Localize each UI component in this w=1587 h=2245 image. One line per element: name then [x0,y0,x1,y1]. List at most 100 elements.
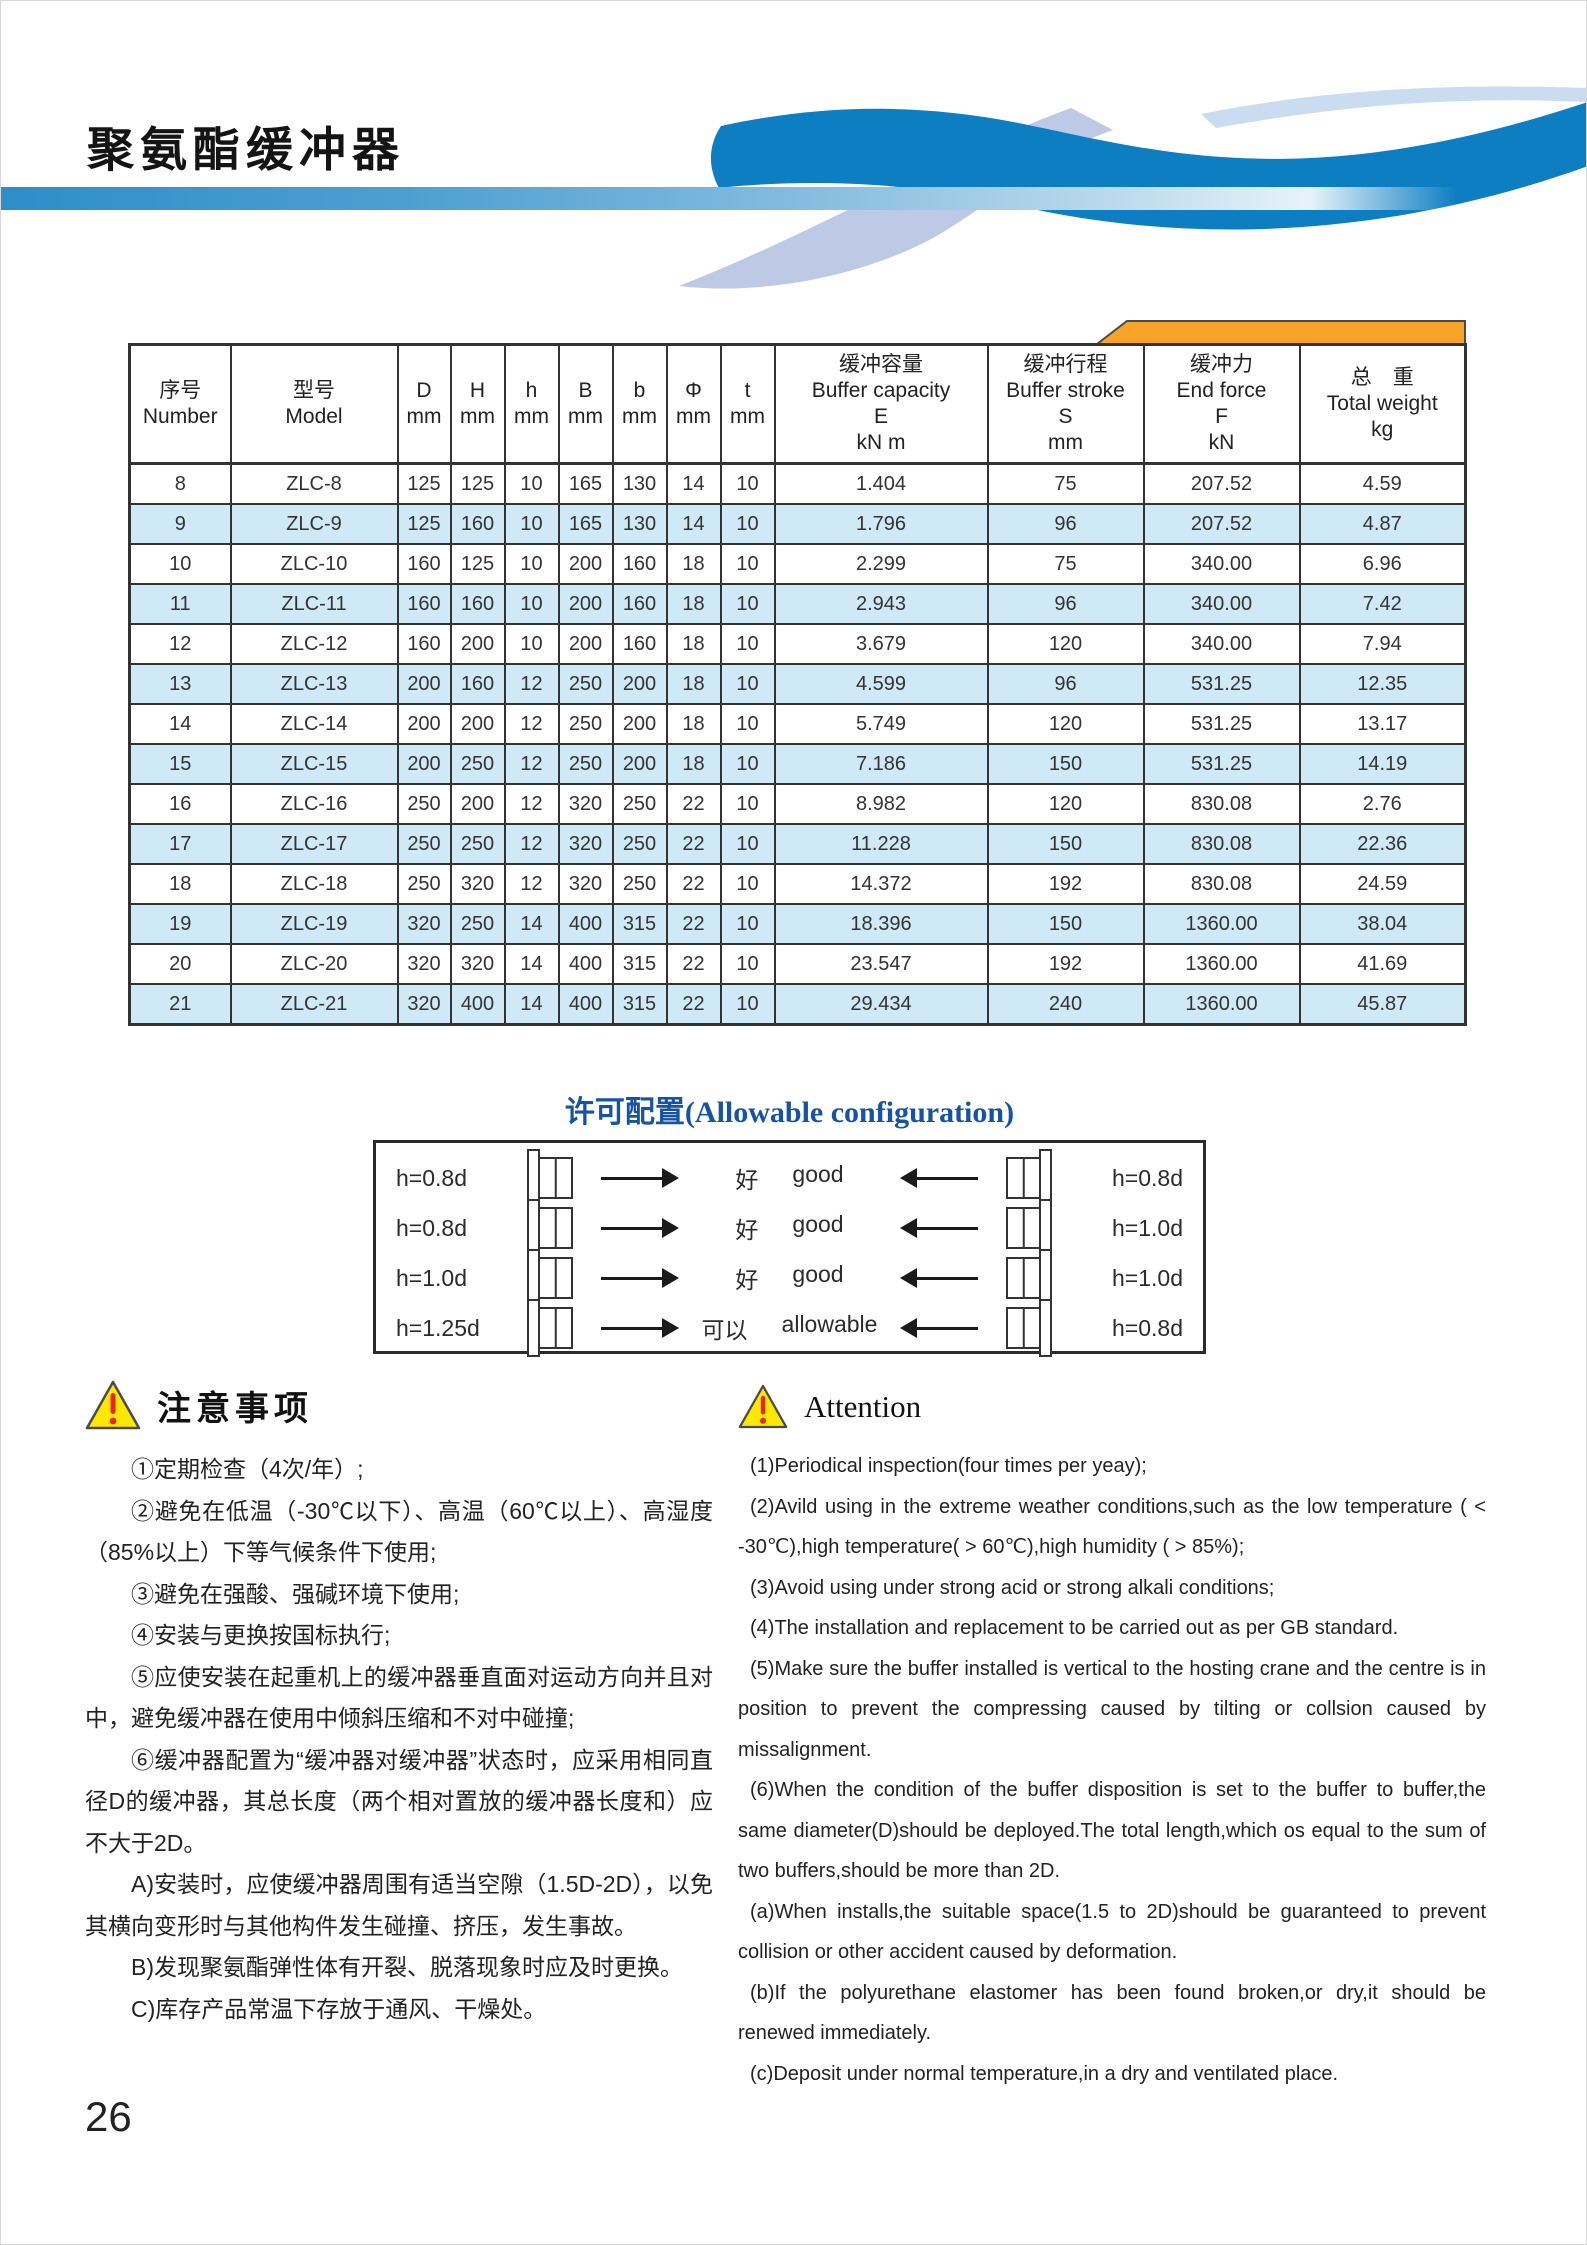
cell: 125 [396,462,452,505]
buffer-body [1006,1157,1039,1199]
spec-table-header-row: 序号 Number 型号 Model D mm H mm h mm B mm b mm Φ m… [128,343,1467,465]
cell: 13 [128,663,232,705]
column-header: H mm [449,343,506,465]
left-height-label: h=1.25d [396,1314,480,1341]
cell: 18 [665,703,722,745]
page-number: 26 [85,2093,132,2140]
cell: 29.434 [773,983,989,1026]
cell: 315 [611,943,668,985]
cell: 14 [128,703,232,745]
rating-en: good [792,1161,844,1187]
notice-en-header: Attention [738,1383,1486,1430]
notice-paragraph: (1)Periodical inspection(four times per … [750,1455,1147,1477]
notice-paragraph: ②避免在低温（-30℃以下）、高温（60℃以上）、高湿度（85%以上）下等气候条… [85,1497,713,1566]
cell: 22 [665,903,722,945]
cell: 320 [449,863,506,905]
column-header: Φ mm [665,343,722,465]
cell: 8.982 [773,783,989,825]
cell: 830.08 [1142,823,1301,865]
right-arrow-icon [601,1168,679,1188]
cell: 12 [128,623,232,665]
cell: 315 [611,903,668,945]
cell: 531.25 [1142,743,1301,785]
cell: 10 [719,743,776,785]
cell: ZLC-21 [229,983,399,1026]
cell: 8 [128,462,232,505]
table-row: 13 ZLC-13 200 160 12 250 200 18 10 4.599 96 531.25 1… [128,663,1467,705]
cell: 320 [396,983,452,1026]
cell: 165 [557,503,614,545]
notice-paragraph: ①定期检查（4次/年）; [131,1456,364,1482]
cell: 130 [611,462,668,505]
notice-paragraph: C)库存产品常温下存放于通风、干燥处。 [131,1995,547,2022]
cell: 1.796 [773,503,989,545]
table-row: 14 ZLC-14 200 200 12 250 200 18 10 5.749 120 531.25… [128,703,1467,745]
cell: 400 [557,903,614,945]
cell: 14 [665,503,722,545]
right-arrow-icon [601,1218,679,1238]
cell: 45.87 [1298,983,1467,1026]
cell: 315 [611,983,668,1026]
left-arrow-icon [900,1318,978,1338]
cell: 200 [449,623,506,665]
cell: 10 [128,543,232,585]
column-header: D mm [396,343,452,465]
buffer-body [540,1157,573,1199]
cell: 12 [503,663,560,705]
cell: 14 [503,903,560,945]
notice-en-section: Attention (1)Periodical inspection(four … [738,1383,1486,2094]
cell: 75 [986,462,1145,505]
cell: 160 [396,543,452,585]
cell: 320 [557,863,614,905]
cell: 250 [557,743,614,785]
right-height-label: h=0.8d [1112,1314,1183,1341]
cell: 18 [128,863,232,905]
cell: ZLC-17 [229,823,399,865]
cell: 320 [396,943,452,985]
cell: 160 [396,583,452,625]
notice-paragraph: (b)If the polyurethane elastomer has bee… [738,1981,1486,2045]
buffer-icon [1006,1299,1052,1357]
right-arrow-icon [601,1268,679,1288]
cell: 250 [557,703,614,745]
cell: 200 [449,783,506,825]
cell: ZLC-19 [229,903,399,945]
cell: 10 [503,462,560,505]
cell: 250 [611,823,668,865]
cell: 250 [396,783,452,825]
cell: 192 [986,943,1145,985]
cell: 10 [719,543,776,585]
cell: 830.08 [1142,863,1301,905]
cell: 160 [449,663,506,705]
right-arrow-icon [601,1318,679,1338]
cell: ZLC-15 [229,743,399,785]
warning-icon [738,1384,788,1429]
cell: 250 [449,823,506,865]
table-row: 21 ZLC-21 320 400 14 400 315 22 10 29.434 240 1360.… [128,983,1467,1026]
cell: 531.25 [1142,703,1301,745]
cell: 125 [449,462,506,505]
table-row: 11 ZLC-11 160 160 10 200 160 18 10 2.943 96 340.00 7… [128,583,1467,625]
right-height-label: h=1.0d [1112,1264,1183,1291]
column-header: 型号 Model [229,343,399,465]
cell: 320 [557,783,614,825]
cell: 22 [665,863,722,905]
notice-paragraph: A)安装时，应使缓冲器周围有适当空隙（1.5D-2D），以免其横向变形时与其他构… [85,1871,713,1939]
cell: 96 [986,503,1145,545]
cell: 400 [557,943,614,985]
spec-table-body: 8 ZLC-8 125 125 10 165 130 14 10 1.404 75 207.52 4.5… [128,462,1467,1026]
cell: 250 [611,783,668,825]
notice-zh-section: 注意事项 ①定期检查（4次/年）; ②避免在低温（-30℃以下）、高温（60℃以上… [85,1379,713,2030]
cell: 10 [719,983,776,1026]
cell: 12 [503,863,560,905]
spec-table-head: 序号 Number 型号 Model D mm H mm h mm B mm b mm Φ m… [128,343,1467,465]
cell: 200 [611,743,668,785]
buffer-icon [527,1149,573,1207]
cell: 1360.00 [1142,983,1301,1026]
cell: 22 [665,943,722,985]
notice-paragraph: (c)Deposit under normal temperature,in a… [750,2062,1339,2085]
left-height-label: h=0.8d [396,1164,467,1191]
cell: 250 [396,823,452,865]
buffer-body [540,1307,573,1349]
notice-zh-title: 注意事项 [157,1389,313,1428]
